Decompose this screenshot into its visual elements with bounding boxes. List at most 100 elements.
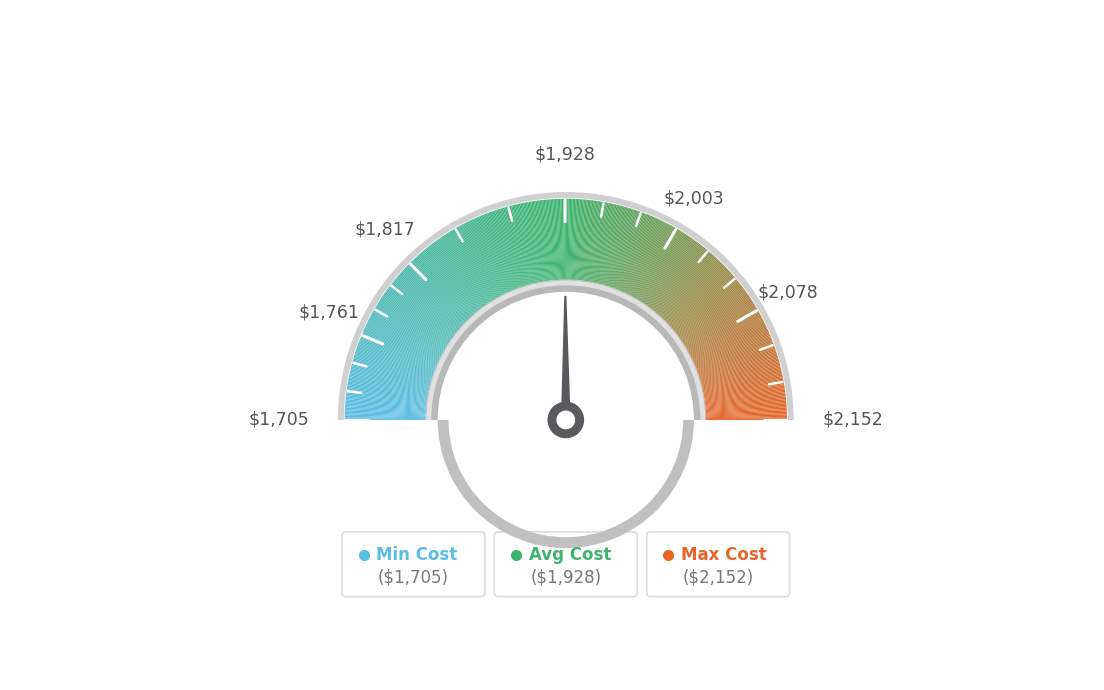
Wedge shape <box>587 201 601 282</box>
Wedge shape <box>374 307 445 349</box>
Wedge shape <box>704 388 785 401</box>
Wedge shape <box>344 416 425 418</box>
Wedge shape <box>598 205 618 284</box>
Wedge shape <box>469 220 506 294</box>
Wedge shape <box>527 202 542 282</box>
Wedge shape <box>408 264 467 322</box>
Wedge shape <box>660 256 715 317</box>
Wedge shape <box>705 399 786 408</box>
Wedge shape <box>604 207 627 285</box>
Wedge shape <box>353 358 432 382</box>
Wedge shape <box>707 417 787 419</box>
Wedge shape <box>481 215 513 290</box>
Wedge shape <box>596 204 615 284</box>
Wedge shape <box>487 213 517 289</box>
Wedge shape <box>672 277 735 330</box>
Wedge shape <box>666 264 724 322</box>
Wedge shape <box>650 244 700 308</box>
Wedge shape <box>478 217 511 291</box>
Wedge shape <box>508 206 530 284</box>
Wedge shape <box>352 362 431 384</box>
Wedge shape <box>683 300 753 345</box>
Wedge shape <box>608 209 634 286</box>
Wedge shape <box>523 203 540 282</box>
Wedge shape <box>702 368 781 388</box>
Wedge shape <box>384 293 450 340</box>
Wedge shape <box>643 235 688 303</box>
Wedge shape <box>400 273 461 327</box>
Wedge shape <box>351 368 429 388</box>
Wedge shape <box>648 241 697 307</box>
Wedge shape <box>705 397 786 406</box>
Wedge shape <box>396 277 459 330</box>
Wedge shape <box>705 415 787 417</box>
Wedge shape <box>512 205 532 284</box>
Wedge shape <box>677 284 742 335</box>
Wedge shape <box>691 321 764 358</box>
Wedge shape <box>700 358 778 382</box>
Wedge shape <box>700 353 777 378</box>
Wedge shape <box>659 254 713 315</box>
Wedge shape <box>606 208 631 286</box>
Wedge shape <box>509 206 531 284</box>
Wedge shape <box>574 199 581 280</box>
Wedge shape <box>423 250 476 313</box>
Wedge shape <box>655 248 707 312</box>
Wedge shape <box>364 327 438 362</box>
Wedge shape <box>403 270 463 325</box>
Wedge shape <box>484 215 514 290</box>
Wedge shape <box>696 336 771 368</box>
Wedge shape <box>492 211 520 288</box>
Wedge shape <box>359 341 435 371</box>
FancyBboxPatch shape <box>495 532 637 597</box>
Wedge shape <box>457 227 498 298</box>
Wedge shape <box>429 245 480 310</box>
Text: ($2,152): ($2,152) <box>682 569 754 586</box>
Wedge shape <box>531 201 544 282</box>
Wedge shape <box>344 411 426 415</box>
Wedge shape <box>473 219 508 293</box>
Wedge shape <box>480 215 512 290</box>
Wedge shape <box>705 395 786 405</box>
Wedge shape <box>367 322 440 359</box>
Wedge shape <box>499 209 524 286</box>
Wedge shape <box>680 291 746 339</box>
Wedge shape <box>362 333 437 366</box>
Wedge shape <box>578 199 588 280</box>
Wedge shape <box>657 251 710 313</box>
Wedge shape <box>578 199 586 280</box>
Wedge shape <box>479 216 512 291</box>
Wedge shape <box>463 224 501 296</box>
Wedge shape <box>474 218 509 293</box>
Wedge shape <box>381 298 449 344</box>
Wedge shape <box>595 204 614 283</box>
Wedge shape <box>417 255 473 316</box>
Wedge shape <box>700 355 778 380</box>
Wedge shape <box>705 411 787 415</box>
Wedge shape <box>421 253 475 314</box>
Wedge shape <box>592 203 608 282</box>
Wedge shape <box>702 365 781 386</box>
Wedge shape <box>690 316 762 355</box>
Wedge shape <box>705 403 786 411</box>
Polygon shape <box>561 296 571 420</box>
Wedge shape <box>347 389 427 402</box>
Wedge shape <box>576 199 584 280</box>
Wedge shape <box>644 235 689 304</box>
Wedge shape <box>431 244 480 309</box>
Wedge shape <box>569 199 572 279</box>
Text: $1,928: $1,928 <box>534 146 595 164</box>
Wedge shape <box>534 201 546 281</box>
Wedge shape <box>684 302 753 346</box>
Wedge shape <box>505 207 528 285</box>
Wedge shape <box>594 204 612 283</box>
Wedge shape <box>551 199 558 280</box>
Wedge shape <box>344 410 426 415</box>
Wedge shape <box>673 279 737 331</box>
Wedge shape <box>420 253 474 315</box>
Wedge shape <box>367 323 439 359</box>
Wedge shape <box>353 357 432 381</box>
Wedge shape <box>705 392 785 403</box>
Wedge shape <box>617 215 648 290</box>
Wedge shape <box>611 210 638 287</box>
